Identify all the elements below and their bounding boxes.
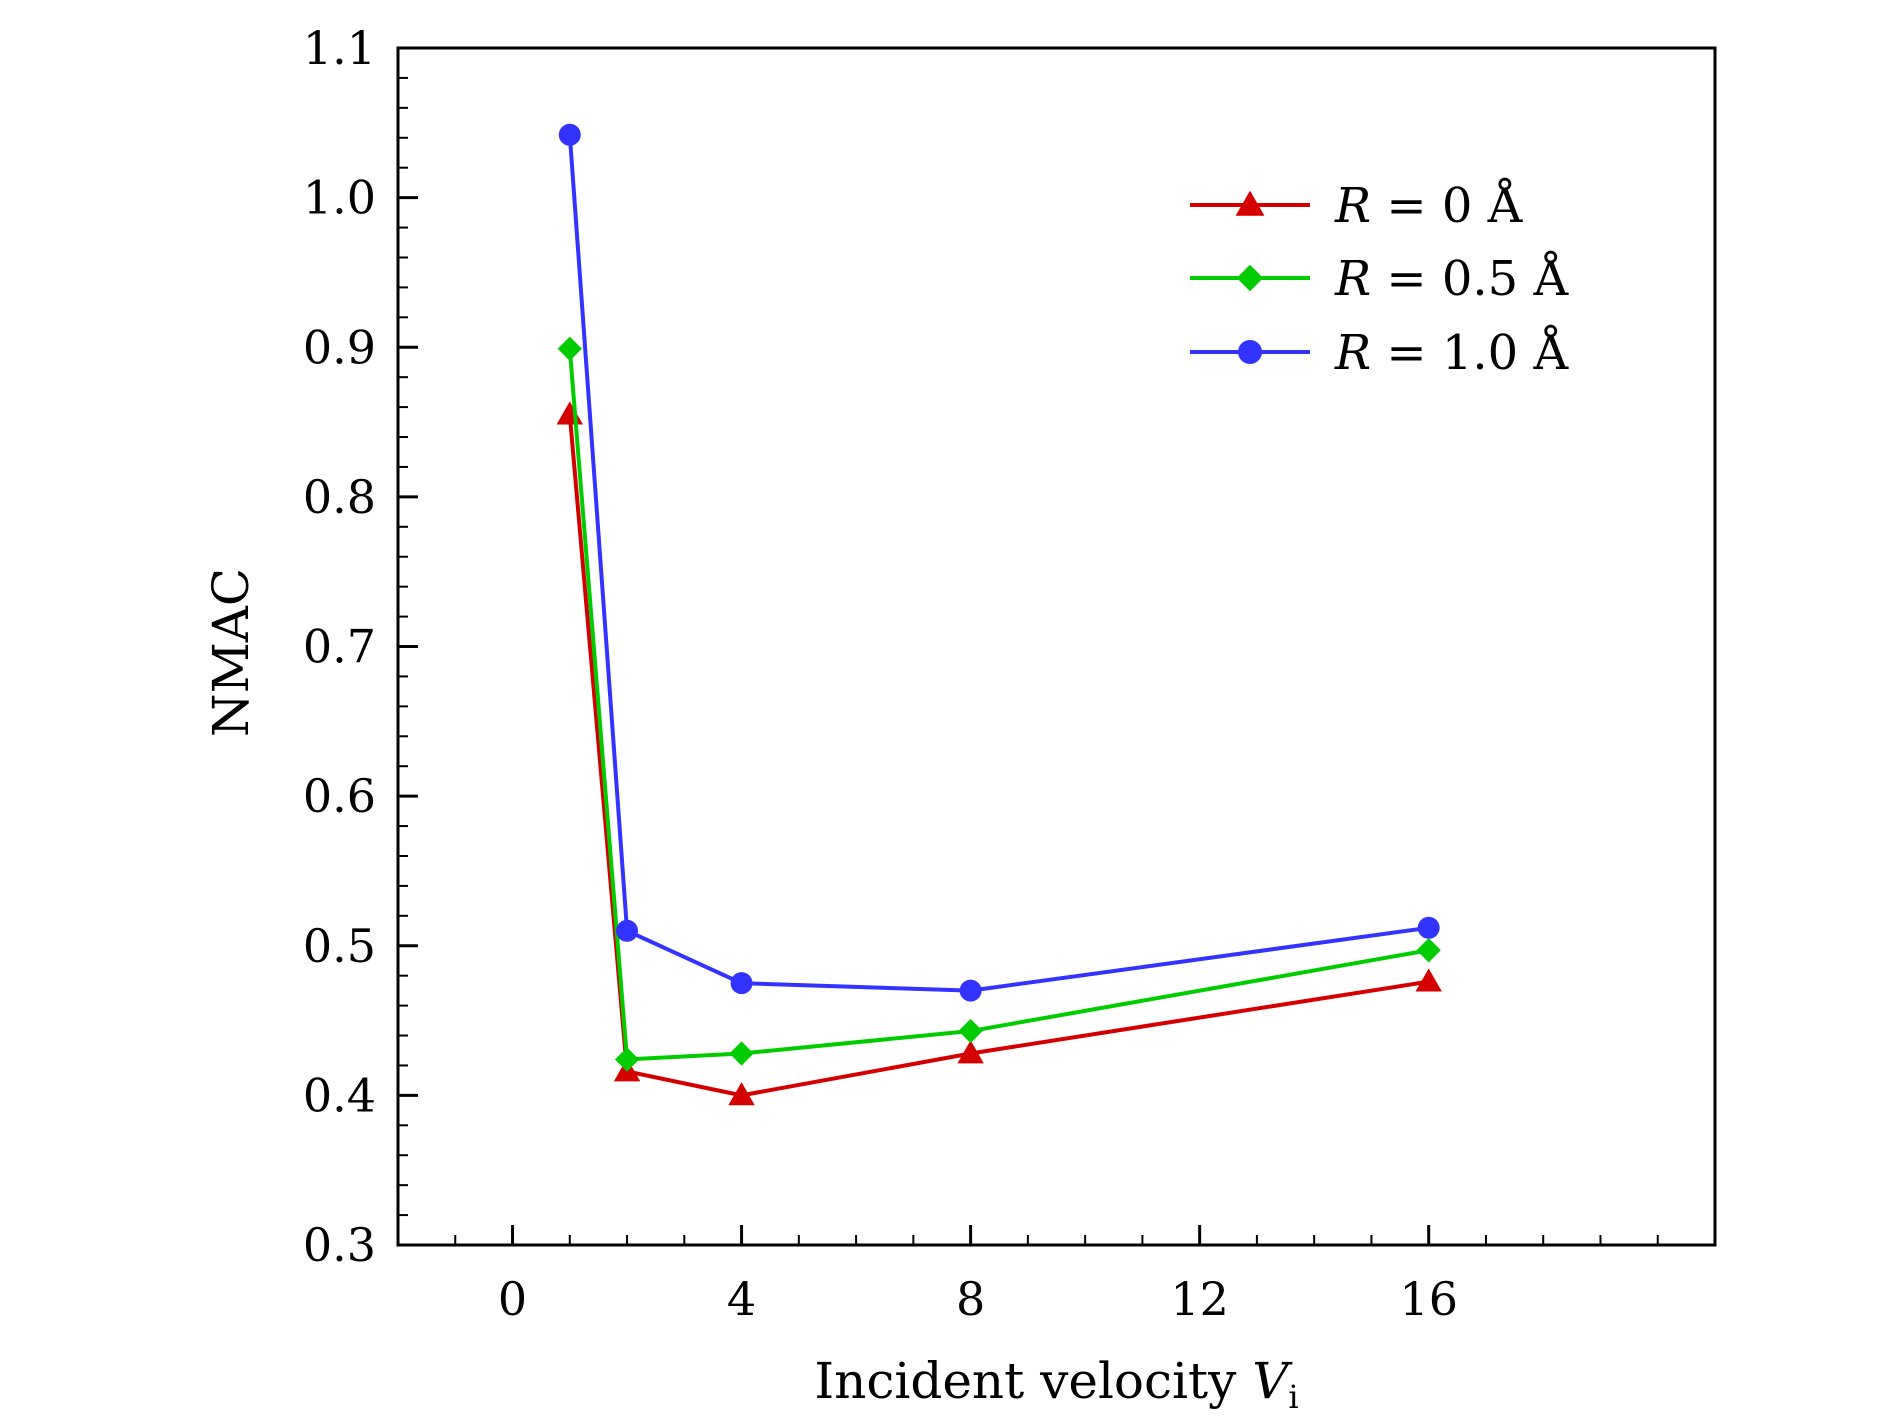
legend-label-value: = 0.5 Å <box>1371 250 1569 307</box>
data-point-marker <box>556 401 583 425</box>
legend-label: R = 1.0 Å <box>1334 324 1569 381</box>
y-axis-label: NMAC <box>202 568 260 737</box>
data-point-marker <box>557 336 582 361</box>
data-point-marker <box>957 1040 984 1064</box>
x-tick-label: 16 <box>1399 1272 1458 1326</box>
legend-label-value: = 0 Å <box>1371 177 1524 234</box>
legend-marker <box>1236 264 1264 292</box>
y-tick-label: 0.5 <box>303 919 376 973</box>
legend: R = 0 ÅR = 0.5 ÅR = 1.0 Å <box>1190 177 1569 381</box>
x-axis-label: Incident velocity Vi <box>814 1352 1298 1416</box>
data-point-marker <box>1415 968 1442 992</box>
legend-label: R = 0 Å <box>1334 177 1524 234</box>
data-point-marker <box>1416 938 1441 963</box>
x-axis-label-subscript: i <box>1288 1378 1298 1416</box>
legend-marker <box>1238 340 1262 364</box>
data-point-marker <box>616 919 639 942</box>
data-point-marker <box>729 1041 754 1066</box>
legend-label-value: = 1.0 Å <box>1371 324 1569 381</box>
x-tick-label: 8 <box>956 1272 985 1326</box>
y-tick-label: 0.3 <box>303 1218 376 1272</box>
x-axis-label-variable: V <box>1252 1352 1293 1410</box>
y-tick-label: 0.4 <box>303 1068 376 1122</box>
data-point-marker <box>728 1082 755 1106</box>
y-tick-label: 1.0 <box>303 171 376 225</box>
legend-marker <box>1235 190 1265 216</box>
data-point-marker <box>558 123 581 146</box>
plot-layer: 0 4 8 12 16 0.3 0.4 0.5 0.6 0.7 0.8 0.9 1.0 1.1 <box>303 21 1717 1326</box>
y-tick-label: 0.6 <box>303 769 376 823</box>
data-point-marker <box>959 979 982 1002</box>
legend-label-variable: R <box>1334 251 1371 307</box>
legend-label: R = 0.5 Å <box>1334 250 1569 307</box>
x-tick-label: 0 <box>498 1272 527 1326</box>
legend-label-variable: R <box>1334 325 1371 381</box>
data-point-marker <box>958 1018 983 1044</box>
x-tick-label: 4 <box>727 1272 756 1326</box>
series-line <box>567 134 1429 993</box>
series-line <box>567 414 1430 1098</box>
y-tick-label: 1.1 <box>303 21 376 75</box>
legend-label-variable: R <box>1334 178 1371 234</box>
y-tick-label: 0.7 <box>303 620 376 674</box>
x-tick-label: 12 <box>1170 1272 1229 1326</box>
x-axis-label-text: Incident velocity <box>814 1352 1252 1410</box>
data-point-marker <box>614 1047 640 1072</box>
y-tick-label: 0.8 <box>303 470 376 524</box>
data-point-marker <box>1417 916 1440 939</box>
y-tick-label: 0.9 <box>303 320 376 374</box>
series-line <box>567 348 1430 1062</box>
data-point-marker <box>730 972 753 995</box>
